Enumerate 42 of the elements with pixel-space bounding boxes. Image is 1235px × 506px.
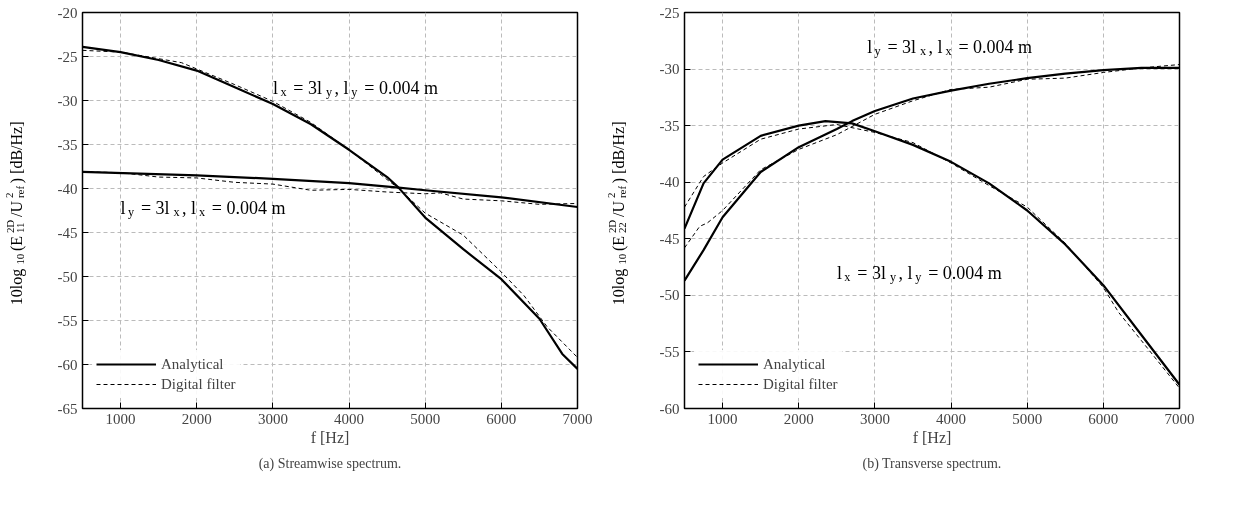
x-tick-label: 5000 — [410, 410, 441, 427]
legend-label: Digital filter — [763, 375, 838, 393]
y-tick-label: -50 — [659, 287, 680, 304]
y-tick-label: -60 — [57, 356, 78, 373]
y-tick-label: -25 — [57, 48, 78, 65]
x-tick-label: 2000 — [783, 410, 814, 427]
legend-label: Digital filter — [161, 375, 236, 393]
x-tick-label: 7000 — [562, 410, 593, 427]
x-tick-label: 4000 — [334, 410, 365, 427]
x-tick-label: 1000 — [105, 410, 136, 427]
text: (b) Transverse spectrum. — [862, 455, 1002, 472]
y-tick-label: -60 — [659, 400, 680, 417]
y-tick-label: -40 — [659, 174, 680, 191]
x-tick-label: 1000 — [707, 410, 738, 427]
y-tick-label: -40 — [57, 180, 78, 197]
y-tick-label: -55 — [57, 312, 78, 329]
y-tick-label: -45 — [659, 230, 680, 247]
text: 10log10(E2D11/U2ref) [dB/Hz] — [3, 121, 27, 306]
x-tick-label: 3000 — [257, 410, 288, 427]
y-tick-label: -45 — [57, 224, 78, 241]
legend-label: Analytical — [763, 355, 826, 373]
x-tick-label: 3000 — [859, 410, 890, 427]
legend-label: Analytical — [161, 355, 224, 373]
y-tick-label: -30 — [659, 61, 680, 78]
text: 10log10(E2D22/U2ref) [dB/Hz] — [605, 121, 629, 306]
y-tick-label: -25 — [659, 4, 680, 21]
x-tick-label: 5000 — [1012, 410, 1043, 427]
x-tick-label: 4000 — [936, 410, 967, 427]
y-tick-label: -35 — [57, 136, 78, 153]
y-tick-label: -50 — [57, 268, 78, 285]
y-tick-label: -65 — [57, 400, 78, 417]
x-axis-title: f [Hz] — [310, 428, 350, 446]
x-tick-label: 6000 — [1088, 410, 1119, 427]
x-tick-label: 6000 — [486, 410, 517, 427]
y-tick-label: -35 — [659, 117, 680, 134]
x-axis-title: f [Hz] — [912, 428, 952, 446]
y-tick-label: -55 — [659, 343, 680, 360]
x-tick-label: 2000 — [181, 410, 212, 427]
y-tick-label: -30 — [57, 92, 78, 109]
y-tick-label: -20 — [57, 4, 78, 21]
text: (a) Streamwise spectrum. — [258, 455, 402, 472]
x-tick-label: 7000 — [1164, 410, 1195, 427]
